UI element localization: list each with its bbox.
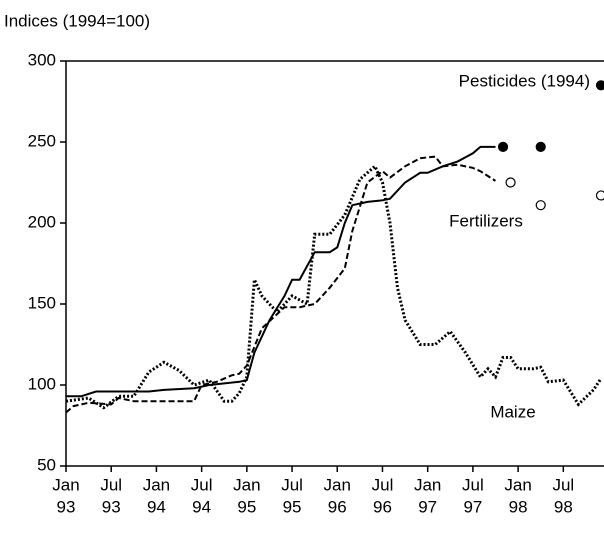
x-tick-label: 96: [328, 497, 347, 516]
x-tick-label: Jan: [52, 475, 79, 494]
x-tick-label: Jul: [552, 475, 574, 494]
projection-point: [595, 190, 604, 201]
x-tick-label: 96: [373, 497, 392, 516]
x-tick-label: 94: [192, 497, 211, 516]
y-axis-label: Indices (1994=100): [4, 11, 150, 30]
x-tick-label: Jan: [504, 475, 531, 494]
x-tick-label: 95: [283, 497, 302, 516]
y-tick-label: 300: [28, 50, 56, 69]
series-line: [65, 163, 603, 410]
series-label: Fertilizers: [449, 211, 523, 230]
x-tick-label: 98: [509, 497, 528, 516]
x-tick-label: Jul: [100, 475, 122, 494]
x-tick-label: 97: [418, 497, 437, 516]
projection-point: [505, 177, 516, 188]
x-tick-label: 95: [237, 497, 256, 516]
x-tick-label: Jan: [324, 475, 351, 494]
series-label: Maize: [490, 402, 535, 421]
projection-point: [595, 80, 604, 91]
x-tick-label: Jan: [143, 475, 170, 494]
projection-point: [535, 141, 546, 152]
y-tick-label: 150: [28, 293, 56, 312]
x-tick-label: Jul: [191, 475, 213, 494]
y-tick-label: 100: [28, 374, 56, 393]
x-tick-label: Jul: [462, 475, 484, 494]
projection-point: [535, 200, 546, 211]
y-tick-label: 50: [37, 455, 56, 474]
series-line: [66, 145, 496, 398]
x-tick-label: 98: [554, 497, 573, 516]
x-tick-label: Jul: [372, 475, 394, 494]
series-line: [65, 155, 497, 414]
x-tick-label: 93: [102, 497, 121, 516]
y-tick-label: 200: [28, 212, 56, 231]
y-tick-label: 250: [28, 131, 56, 150]
projection-point: [497, 141, 509, 152]
x-tick-label: 97: [463, 497, 482, 516]
x-tick-label: Jan: [414, 475, 441, 494]
series-label: Pesticides (1994): [459, 71, 590, 90]
x-tick-label: 94: [147, 497, 166, 516]
x-tick-label: Jul: [281, 475, 303, 494]
x-tick-label: 93: [57, 497, 76, 516]
x-tick-label: Jan: [233, 475, 260, 494]
